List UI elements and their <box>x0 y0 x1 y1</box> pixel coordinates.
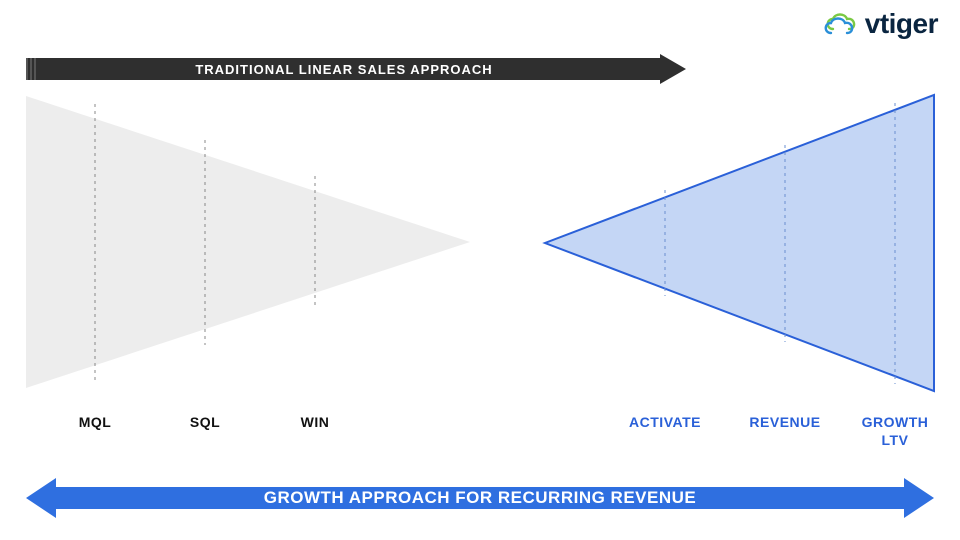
top-arrow-tail-stripe <box>26 58 36 80</box>
stage-growth: GROWTH <box>862 414 929 430</box>
top-arrow-label: TRADITIONAL LINEAR SALES APPROACH <box>195 62 492 77</box>
bottom-arrow-label: GROWTH APPROACH FOR RECURRING REVENUE <box>26 478 934 518</box>
stage-sql: SQL <box>190 414 220 430</box>
stage-win: WIN <box>301 414 330 430</box>
stage-activate: ACTIVATE <box>629 414 701 430</box>
stage-revenue: REVENUE <box>749 414 820 430</box>
arrow-right-icon <box>660 54 686 84</box>
brand-name: vtiger <box>865 8 938 40</box>
brand-logo: vtiger <box>823 8 938 40</box>
logo-cloud-icon <box>823 11 859 37</box>
bottom-arrow-banner: GROWTH APPROACH FOR RECURRING REVENUE <box>26 478 934 518</box>
stage-mql: MQL <box>79 414 112 430</box>
stage-ltv: LTV <box>882 432 909 448</box>
left-funnel-shape <box>26 96 470 388</box>
top-arrow-body: TRADITIONAL LINEAR SALES APPROACH <box>26 58 662 80</box>
right-funnel-shape <box>545 95 934 391</box>
diagram-page: vtiger TRADITIONAL LINEAR SALES APPROACH… <box>0 0 960 540</box>
top-arrow-banner: TRADITIONAL LINEAR SALES APPROACH <box>26 54 686 84</box>
